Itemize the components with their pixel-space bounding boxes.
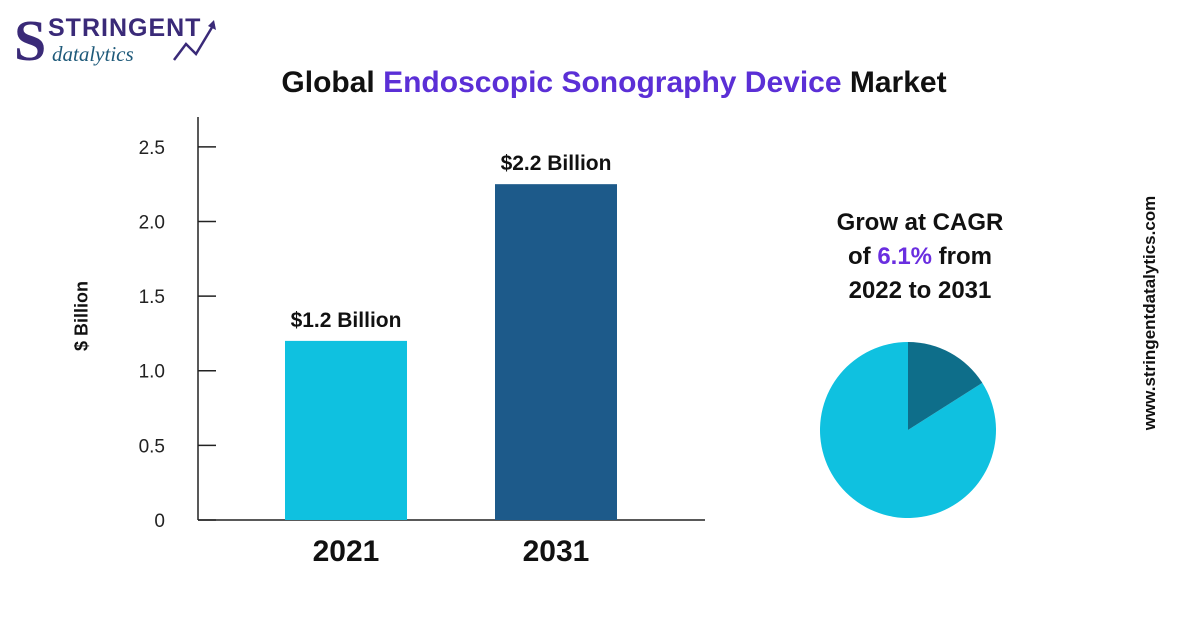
y-tick-label: 2.5 — [139, 138, 165, 159]
y-tick-label: 0 — [154, 511, 165, 532]
logo-text-top: STRINGENT — [48, 14, 202, 42]
website-url[interactable]: www.stringentdatalytics.com — [1140, 195, 1159, 431]
data-label-2021: $1.2 Billion — [291, 309, 402, 332]
cagr-from: from — [932, 243, 993, 270]
logo-arrow-icon — [173, 20, 216, 61]
page-title: Global Endoscopic Sonography Device Mark… — [0, 66, 1200, 100]
title-prefix: Global — [281, 66, 384, 99]
bar-2031 — [495, 184, 617, 520]
data-label-2031: $2.2 Billion — [501, 152, 612, 175]
cagr-line-3: 2022 to 2031 — [848, 277, 992, 304]
bar-2021 — [285, 340, 407, 520]
logo-mark-icon: S — [14, 10, 46, 72]
y-tick-label: 1.5 — [139, 287, 165, 308]
y-tick-label: 1.0 — [139, 362, 165, 383]
svg-text:S: S — [14, 10, 46, 72]
category-label-2021: 2021 — [313, 535, 380, 568]
title-highlight: Endoscopic Sonography Device — [383, 66, 842, 99]
cagr-rate: 6.1% — [877, 243, 933, 270]
cagr-line-2: of 6.1% from — [800, 240, 1040, 274]
cagr-line-1: Grow at CAGR — [836, 209, 1004, 236]
y-tick-label: 0.5 — [139, 436, 165, 457]
logo-text-bottom: datalytics — [52, 42, 134, 66]
brand-logo: S STRINGENT datalytics — [12, 10, 222, 72]
cagr-of: of — [847, 243, 878, 270]
category-label-2031: 2031 — [523, 535, 590, 568]
title-suffix: Market — [841, 66, 947, 99]
pie-chart — [820, 342, 996, 518]
cagr-text: Grow at CAGR of 6.1% from 2022 to 2031 — [800, 206, 1040, 308]
pie-slice-1 — [908, 342, 983, 430]
y-tick-label: 2.0 — [139, 212, 165, 233]
